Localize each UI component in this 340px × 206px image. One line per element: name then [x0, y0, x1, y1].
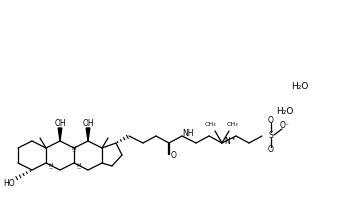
- Text: H̲: H̲: [49, 162, 53, 168]
- Text: O: O: [171, 151, 177, 159]
- Text: OH: OH: [82, 118, 94, 128]
- Text: CH₃: CH₃: [204, 122, 216, 126]
- Text: O: O: [268, 116, 274, 124]
- Text: N: N: [224, 137, 230, 146]
- Text: S: S: [269, 130, 273, 139]
- Text: HO: HO: [3, 179, 15, 187]
- Text: O: O: [268, 145, 274, 154]
- Polygon shape: [86, 128, 90, 141]
- Text: H̲: H̲: [72, 145, 76, 151]
- Text: O⁻: O⁻: [280, 122, 290, 130]
- Text: H̲: H̲: [76, 162, 81, 168]
- Text: +: +: [231, 136, 235, 140]
- Text: CH₃: CH₃: [226, 122, 238, 126]
- Text: NH: NH: [182, 129, 194, 137]
- Text: H₂O: H₂O: [276, 107, 294, 116]
- Text: H₂O: H₂O: [291, 82, 309, 90]
- Text: OH: OH: [54, 118, 66, 128]
- Polygon shape: [58, 128, 62, 141]
